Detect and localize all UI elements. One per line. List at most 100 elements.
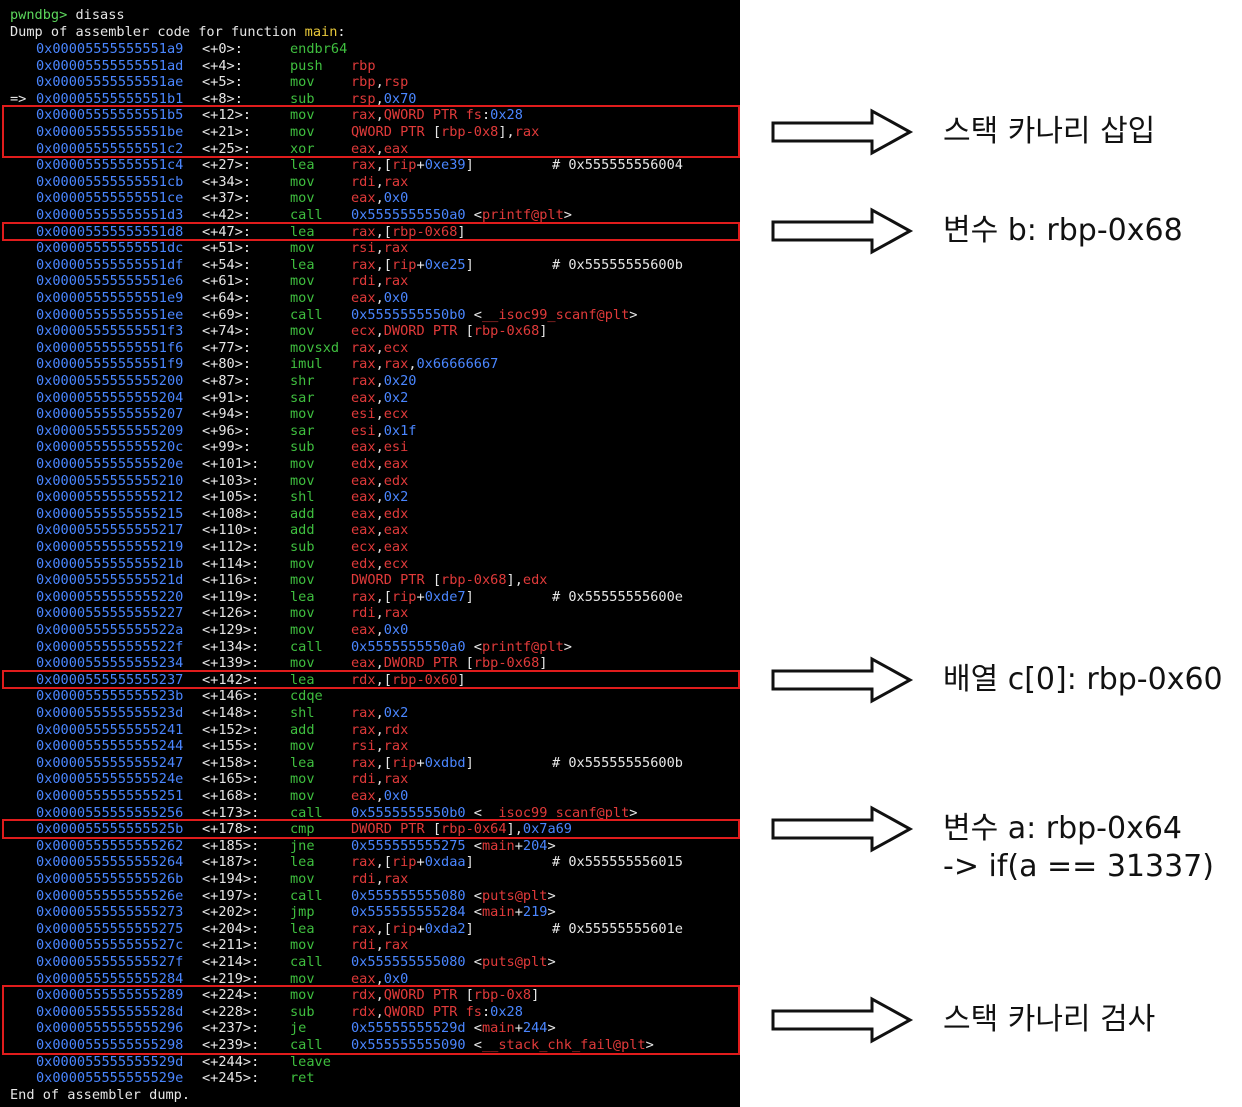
operand-token: rip [391,920,417,937]
instruction-offset: <+158>: [202,754,260,771]
operand-token: ] [457,223,466,240]
operand-token: 0x1f [383,422,417,439]
current-instruction-marker: => [10,90,27,107]
operand-token: , [375,1003,384,1020]
operand-token: ,[ [375,588,392,605]
operand-token: rip [391,256,417,273]
instruction-offset: <+64>: [202,290,252,306]
operand-token: 0x7a69 [522,821,572,838]
instruction-address: 0x0000555555555227 [36,605,184,622]
operand-token: rbp-0x64 [441,821,507,838]
operand-token: eax [351,472,376,489]
operand-token: ,[ [375,223,392,240]
instruction-mnemonic: lea [290,854,315,871]
operand-token: rax [351,754,376,771]
instruction-operands: edx,eax [351,456,408,473]
instruction-offset: <+152>: [202,721,260,738]
instruction-operands: 0x5555555550b0 <__isoc99_scanf@plt> [351,805,637,822]
instruction-mnemonic: mov [290,240,315,257]
instruction-address: 0x0000555555555284 [36,970,184,987]
operand-token: 0xdaa [424,854,466,871]
instruction-offset: <+27>: [202,157,252,174]
function-name: main [304,24,338,40]
operand-token: ], [506,572,523,589]
instruction-mnemonic: xor [290,140,315,157]
instruction-address: 0x0000555555555251 [36,788,184,804]
annotation-label: 변수 b: rbp-0x68 [943,213,1183,249]
instruction-mnemonic: lea [290,223,315,240]
operand-token: , [375,240,384,257]
annotation-label: 스택 카나리 검사 [943,1001,1156,1037]
asm-line: 0x000055555555526e <+197>: call 0x555555555… [0,888,740,905]
operand-token: 0x2 [383,389,409,406]
asm-line: 0x00005555555551e6 <+61>: mov rdi,rax [0,273,740,290]
instruction-address: 0x000055555555525b [36,821,184,838]
instruction-offset: <+5>: [202,74,243,91]
instruction-operands: eax,0x2 [351,390,408,407]
instruction-mnemonic: mov [290,107,315,124]
instruction-mnemonic: call [290,804,323,821]
operand-token: printf@plt [481,207,564,223]
instruction-operands: esi,ecx [351,406,408,423]
instruction-offset: <+204>: [202,920,260,937]
arrow-shape [771,207,914,255]
instruction-operands: rdi,rax [351,771,408,788]
operand-token: > [629,804,638,821]
instruction-address: 0x00005555555551e6 [36,273,184,290]
instruction-offset: <+103>: [202,472,260,489]
instruction-operands: 0x55555555529d <main+244> [351,1020,556,1037]
operand-token: rsp [351,90,376,107]
asm-line: 0x0000555555555289 <+224>: mov rdx,QWORD PT… [0,987,740,1004]
operand-token: , [375,738,384,755]
instruction-address: 0x0000555555555298 [36,1037,184,1053]
operand-token: ] [539,655,548,672]
instruction-mnemonic: mov [290,987,315,1004]
operand-token: printf@plt [481,638,564,655]
prompt-line: pwndbg> disass [10,7,125,24]
highlight-box-variable-a [2,819,740,839]
instruction-offset: <+119>: [202,588,260,605]
operand-token: ] [465,854,474,871]
instruction-offset: <+185>: [202,837,260,854]
operand-token: ecx [383,555,409,572]
operand-token: , [375,505,384,522]
operand-token: esi [351,406,376,423]
asm-line: 0x00005555555551be <+21>: mov QWORD PTR [rb… [0,124,740,141]
instruction-operands: rdi,rax [351,273,408,290]
operand-token: DWORD PTR [351,572,433,589]
operand-token: fs [465,107,482,124]
operand-token: : [481,107,491,124]
instruction-offset: <+244>: [202,1053,260,1070]
operand-token: , [375,771,384,788]
operand-token: eax [351,190,376,207]
instruction-mnemonic: sub [290,439,315,456]
command: disass [75,7,125,23]
instruction-address: 0x000055555555529d [36,1053,184,1070]
operand-token: eax [351,655,376,672]
instruction-offset: <+214>: [202,954,260,970]
operand-token: > [547,954,556,970]
instruction-offset: <+178>: [202,821,260,838]
asm-line: 0x000055555555527c <+211>: mov rdi,rax [0,937,740,954]
operand-token: rax [351,157,376,174]
operand-token: [ [432,124,442,140]
asm-line: 0x0000555555555241 <+152>: add rax,rdx [0,722,740,739]
instruction-mnemonic: sar [290,422,315,439]
instruction-offset: <+202>: [202,904,260,921]
instruction-mnemonic: cmp [290,821,315,838]
operand-token: puts@plt [481,887,548,904]
asm-line: 0x00005555555551ce <+37>: mov eax,0x0 [0,190,740,207]
instruction-operands: rax,[rip+0xdbd] [351,755,474,772]
operand-token: rax [383,173,409,190]
instruction-operands: eax,0x0 [351,290,408,307]
operand-token: 0xde7 [424,588,466,605]
right-arrow-icon [771,656,914,704]
instruction-mnemonic: cdqe [290,688,323,705]
operand-token: , [375,140,384,157]
instruction-mnemonic: sar [290,389,315,406]
operand-token: QWORD PTR [383,107,466,124]
operand-token: rdi [351,937,376,954]
operand-token: > [547,837,556,854]
operand-token: [ [465,655,474,672]
operand-token: , [375,90,384,107]
